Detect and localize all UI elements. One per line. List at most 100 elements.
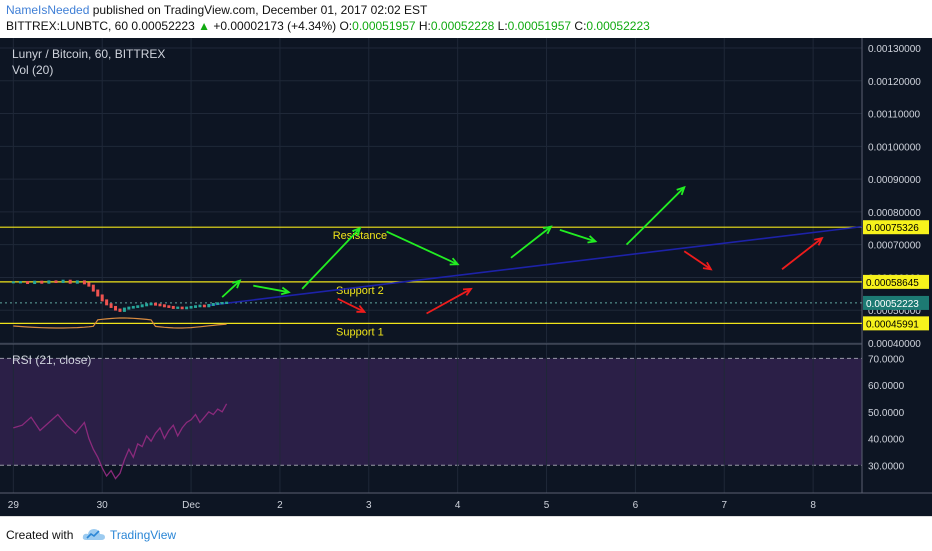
- price-tick-label: 0.00090000: [868, 175, 921, 186]
- author-link[interactable]: NameIsNeeded: [6, 3, 90, 17]
- green-arrow-head: [352, 226, 362, 237]
- price-candle: [61, 279, 65, 284]
- trendline-segment: [208, 225, 863, 307]
- green-arrow-head: [232, 279, 242, 289]
- published-text: published on TradingView.com, December 0…: [92, 3, 428, 17]
- green-arrow-shaft: [625, 186, 685, 246]
- rsi-tick-label: 60.0000: [868, 381, 905, 392]
- level-price-tag: [863, 220, 929, 235]
- level-name-label: Resistance: [333, 230, 387, 242]
- price-candle: [220, 302, 224, 305]
- price-tick-label: 0.00130000: [868, 44, 921, 55]
- price-candle: [105, 299, 109, 306]
- last-price-label: 0.00052223: [866, 299, 919, 310]
- tradingview-cloud-icon: [82, 529, 105, 540]
- up-arrow-icon: ▲: [198, 19, 211, 33]
- price-tick-label: 0.00070000: [868, 241, 921, 252]
- rsi-line: [13, 403, 228, 480]
- time-tick-label: 3: [366, 500, 372, 511]
- rsi-band: [0, 358, 862, 466]
- rsi-tick-label: 40.0000: [868, 435, 905, 446]
- price-candle: [114, 305, 118, 311]
- price-candle: [198, 304, 202, 308]
- price-candle: [127, 306, 131, 310]
- price-tick-label: 0.00080000: [868, 208, 921, 219]
- price-candle: [207, 303, 211, 308]
- price-candle: [171, 305, 175, 309]
- time-tick-label: 5: [544, 500, 550, 511]
- level-price-label: 0.00058645: [866, 278, 919, 289]
- price-candle: [149, 302, 153, 306]
- price-candle: [167, 305, 171, 308]
- red-arrow-head: [462, 287, 473, 296]
- price-candle: [145, 303, 149, 307]
- rsi-indicator-label: RSI (21, close): [12, 353, 91, 367]
- price-candle: [225, 301, 229, 305]
- price-candle: [211, 302, 215, 306]
- price-candle: [54, 280, 58, 284]
- high-label: H:: [418, 19, 431, 33]
- annotation-arrows: [221, 185, 824, 315]
- green-arrow-shaft: [253, 284, 289, 294]
- low-value: 0.00051957: [507, 19, 572, 33]
- low-label: L:: [497, 19, 508, 33]
- quote-line: BITTREX:LUNBTC, 60 0.00052223 ▲ +0.00002…: [6, 19, 932, 36]
- price-candle: [75, 280, 79, 284]
- created-with-text: Created with: [6, 528, 74, 542]
- time-tick-label: 6: [633, 500, 639, 511]
- price-candle: [176, 306, 180, 309]
- price-series: [11, 279, 229, 312]
- price-tick-label: 0.00110000: [868, 110, 921, 121]
- price-candle: [216, 302, 220, 305]
- price-candle: [33, 280, 37, 285]
- time-tick-label: 8: [810, 500, 816, 511]
- green-arrow-head: [449, 257, 460, 266]
- price-candle: [100, 294, 104, 302]
- green-arrow-head: [542, 225, 553, 235]
- rsi-tick-label: 70.0000: [868, 354, 905, 365]
- price-candle: [136, 305, 140, 308]
- price-tick-label: 0.00040000: [868, 339, 921, 350]
- price-candle: [131, 305, 135, 309]
- rsi-tick-label: 30.0000: [868, 461, 905, 472]
- level-price-label: 0.00045991: [866, 319, 919, 330]
- green-arrow-shaft: [559, 229, 596, 243]
- price-candle: [82, 280, 86, 285]
- price-change: +0.00002173 (+4.34%): [213, 19, 337, 33]
- green-arrow-head: [587, 235, 598, 244]
- green-arrow-shaft: [386, 230, 459, 266]
- close-value: 0.00052223: [586, 19, 650, 33]
- price-candle: [180, 306, 184, 310]
- red-arrow-shaft: [337, 297, 365, 313]
- chart-title: Lunyr / Bitcoin, 60, BITTREX: [12, 47, 165, 61]
- price-candle: [109, 303, 113, 308]
- time-tick-label: 30: [97, 500, 109, 511]
- time-tick-label: Dec: [182, 500, 200, 511]
- price-candle: [194, 305, 198, 308]
- price-candle: [140, 304, 144, 308]
- publish-line: NameIsNeeded published on TradingView.co…: [6, 3, 932, 20]
- time-tick-label: 7: [721, 500, 727, 511]
- time-tick-label: 29: [8, 500, 20, 511]
- rsi-tick-label: 50.0000: [868, 408, 905, 419]
- level-price-tag: [863, 274, 929, 289]
- price-candle: [11, 281, 15, 284]
- red-arrow-head: [814, 236, 824, 246]
- rsi-series: [13, 403, 228, 480]
- price-candle: [185, 306, 189, 310]
- red-arrow-head: [356, 305, 367, 313]
- level-price-label: 0.00075326: [866, 223, 919, 234]
- symbol-label: BITTREX:LUNBTC, 60: [6, 19, 129, 33]
- price-candle: [96, 289, 100, 297]
- price-candle: [158, 303, 162, 307]
- red-arrow-head: [702, 261, 713, 271]
- high-value: 0.00052228: [430, 19, 495, 33]
- tradingview-brand-link[interactable]: TradingView: [110, 528, 177, 542]
- price-candle: [26, 281, 30, 285]
- open-label: O:: [339, 19, 353, 33]
- volume-ma-line: [13, 317, 227, 329]
- level-price-tag: [863, 316, 929, 331]
- price-candle: [122, 307, 126, 312]
